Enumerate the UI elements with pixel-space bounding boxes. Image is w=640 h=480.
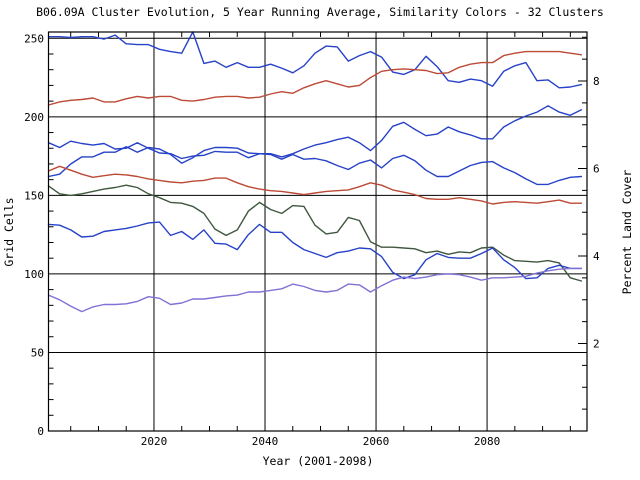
x-tick-label: 2080 xyxy=(474,435,501,448)
y-tick-label: 0 xyxy=(37,425,44,438)
chart-title: B06.09A Cluster Evolution, 5 Year Runnin… xyxy=(36,5,604,19)
axis-ticks xyxy=(48,32,587,431)
x-axis-label: Year (2001-2098) xyxy=(262,454,374,468)
series-line-cluster-red-top xyxy=(47,50,583,106)
y-tick-label: 100 xyxy=(24,268,44,281)
series-line-cluster-purple xyxy=(47,267,583,313)
axis-tick-labels: 2020 2040 2060 2080 0 50 100 150 200 250 2 4 6 8 xyxy=(24,32,600,448)
right-tick-label: 2 xyxy=(593,338,600,351)
series-line-cluster-blue-bottom xyxy=(47,221,583,280)
right-tick-label: 8 xyxy=(593,75,600,88)
series-line-cluster-blue-top xyxy=(47,31,583,89)
series-line-cluster-blue-faller xyxy=(47,145,583,186)
gridlines xyxy=(48,32,587,431)
x-tick-label: 2020 xyxy=(141,435,168,448)
y-tick-label: 200 xyxy=(24,111,44,124)
series-line-cluster-green xyxy=(47,184,583,282)
x-tick-label: 2060 xyxy=(363,435,390,448)
series-lines xyxy=(47,31,583,313)
plot-border xyxy=(47,31,588,432)
y-tick-label: 50 xyxy=(31,346,44,359)
right-tick-label: 6 xyxy=(593,163,600,176)
plot-frame xyxy=(47,31,588,432)
y-tick-label: 250 xyxy=(24,32,44,45)
y-tick-label: 150 xyxy=(24,189,44,202)
x-tick-label: 2040 xyxy=(252,435,279,448)
series-line-cluster-red-mid xyxy=(47,165,583,205)
series-line-cluster-blue-riser xyxy=(47,105,583,160)
right-tick-label: 4 xyxy=(593,250,600,263)
